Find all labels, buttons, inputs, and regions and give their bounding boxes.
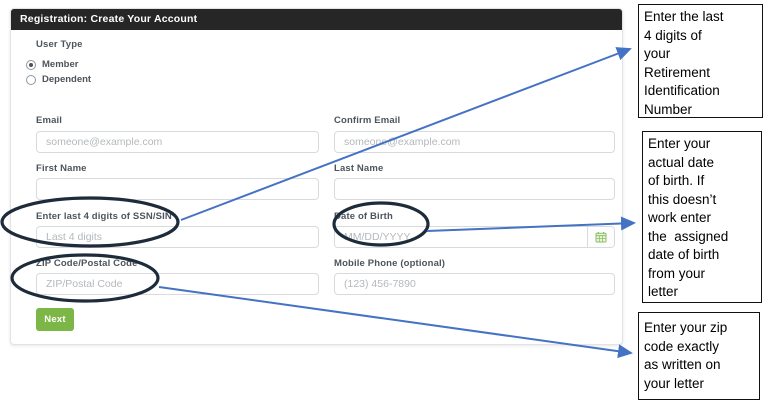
radio-dependent-label: Dependent bbox=[42, 74, 92, 85]
dob-field-group bbox=[334, 226, 615, 248]
callout-dob-note: Enter your actual date of birth. If this… bbox=[642, 131, 762, 303]
dob-field[interactable] bbox=[335, 227, 587, 247]
dob-label: Date of Birth bbox=[334, 211, 393, 222]
radio-dependent-icon[interactable] bbox=[26, 74, 36, 85]
confirm-email-field[interactable] bbox=[334, 131, 615, 153]
panel-title: Registration: Create Your Account bbox=[11, 9, 622, 30]
email-field[interactable] bbox=[36, 131, 319, 153]
ssn-field[interactable] bbox=[36, 226, 319, 248]
calendar-icon bbox=[595, 232, 607, 243]
user-type-option-dependent[interactable]: Dependent bbox=[26, 74, 91, 85]
confirm-email-label: Confirm Email bbox=[334, 115, 401, 126]
zip-field[interactable] bbox=[36, 273, 319, 295]
callout-ssn-note: Enter the last 4 digits of your Retireme… bbox=[638, 4, 763, 118]
ssn-label: Enter last 4 digits of SSN/SIN bbox=[36, 211, 172, 222]
next-button[interactable]: Next bbox=[36, 308, 74, 331]
radio-member-icon[interactable] bbox=[26, 59, 36, 70]
email-label: Email bbox=[36, 115, 63, 126]
user-type-label: User Type bbox=[36, 39, 83, 50]
user-type-option-member[interactable]: Member bbox=[26, 59, 78, 70]
mobile-phone-field[interactable] bbox=[334, 273, 615, 295]
last-name-label: Last Name bbox=[334, 163, 384, 174]
radio-member-label: Member bbox=[42, 59, 79, 70]
mobile-phone-label: Mobile Phone (optional) bbox=[334, 258, 446, 269]
callout-zip-note: Enter your zip code exactly as written o… bbox=[638, 312, 760, 400]
registration-panel: Registration: Create Your Account User T… bbox=[10, 8, 623, 345]
zip-label: ZIP Code/Postal Code bbox=[36, 258, 138, 269]
last-name-field[interactable] bbox=[334, 178, 615, 200]
dob-datepicker-button[interactable] bbox=[587, 227, 614, 247]
first-name-label: First Name bbox=[36, 163, 87, 174]
first-name-field[interactable] bbox=[36, 178, 319, 200]
